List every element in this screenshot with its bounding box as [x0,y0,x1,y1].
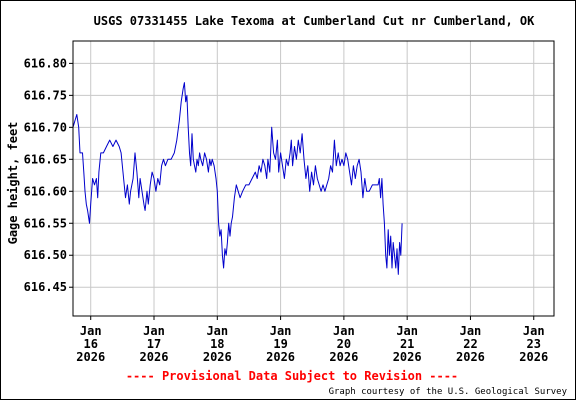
x-tick-label: 2026 [519,350,548,364]
y-tick-label: 616.65 [24,152,67,166]
plot-border [72,40,555,317]
x-tick-label: Jan [333,324,355,338]
x-tick-label: 2026 [203,350,232,364]
x-tick-label: Jan [396,324,418,338]
y-tick-label: 616.80 [24,56,67,70]
x-tick-label: 2026 [393,350,422,364]
x-tick-label: 18 [210,337,224,351]
provisional-notice: ---- Provisional Data Subject to Revisio… [126,369,458,383]
y-tick-label: 616.45 [24,280,67,294]
x-tick-label: 21 [400,337,414,351]
y-tick-label: 616.75 [24,88,67,102]
x-axis-ticks: Jan162026Jan172026Jan182026Jan192026Jan2… [76,316,548,364]
x-tick-label: Jan [523,324,545,338]
x-tick-label: 17 [147,337,161,351]
x-tick-label: Jan [80,324,102,338]
y-axis-ticks: 616.80 616.75 616.70 616.65 616.60 616.55 616.… [24,56,73,294]
y-tick-label: 616.70 [24,120,67,134]
y-axis-label: Gage height, feet [6,122,20,245]
y-tick-label: 616.50 [24,248,67,262]
y-tick-label: 616.55 [24,216,67,230]
x-tick-label: 19 [273,337,287,351]
series-layer [72,82,403,275]
gridlines [73,41,554,316]
x-tick-label: 2026 [140,350,169,364]
plot-area [73,41,554,316]
usgs-credit: Graph courtesy of the U.S. Geological Su… [329,387,568,397]
x-tick-label: 23 [527,337,541,351]
x-tick-label: 2026 [76,350,105,364]
x-tick-label: Jan [206,324,228,338]
x-tick-label: 2026 [456,350,485,364]
gage-height-series-line [72,82,403,275]
chart-title: USGS 07331455 Lake Texoma at Cumberland … [94,14,535,28]
x-tick-label: Jan [460,324,482,338]
x-tick-label: 16 [83,337,97,351]
x-tick-label: 2026 [329,350,358,364]
x-tick-label: Jan [270,324,292,338]
y-tick-label: 616.60 [24,184,67,198]
x-tick-label: 22 [463,337,477,351]
x-tick-label: Jan [143,324,165,338]
x-tick-label: 20 [337,337,351,351]
x-tick-label: 2026 [266,350,295,364]
